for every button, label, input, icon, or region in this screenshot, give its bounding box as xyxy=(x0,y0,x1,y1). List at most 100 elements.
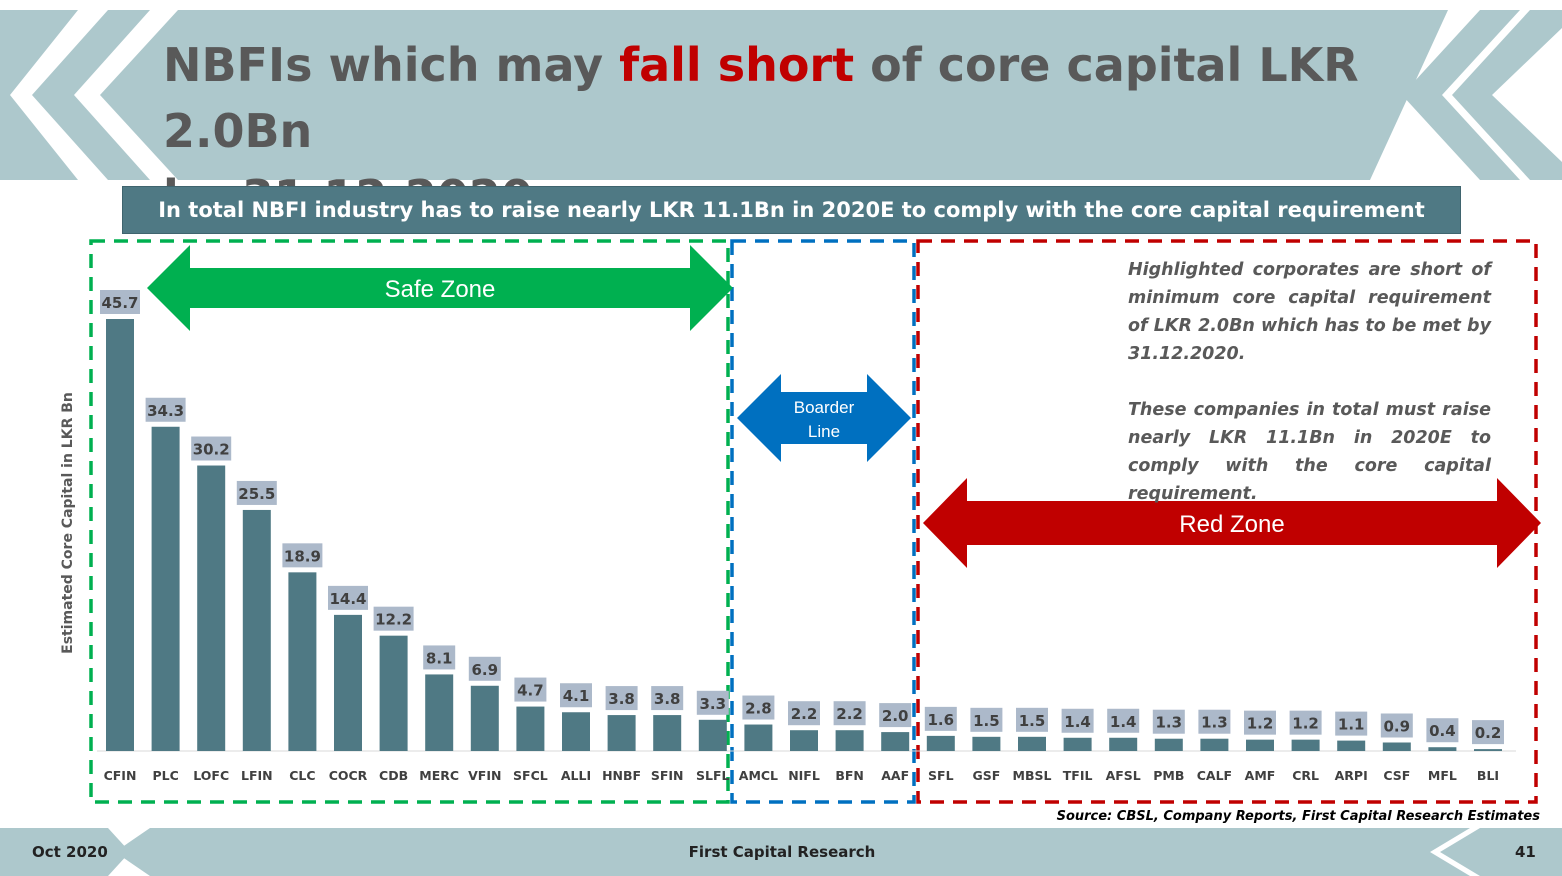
data-label-bg xyxy=(1198,709,1231,734)
category-label: MFL xyxy=(1428,768,1457,783)
data-label-bg xyxy=(696,690,729,715)
category-label: HNBF xyxy=(602,768,641,783)
data-label-bg xyxy=(1335,711,1368,736)
data-label-bg xyxy=(1426,718,1459,743)
bar-gsf xyxy=(972,736,1001,751)
bar-mfl xyxy=(1428,747,1457,751)
border-line-label-2: Line xyxy=(808,422,840,441)
category-label: VFIN xyxy=(468,768,501,783)
data-label: 1.5 xyxy=(1019,712,1046,730)
data-label: 1.1 xyxy=(1338,716,1365,734)
data-label: 3.3 xyxy=(700,695,727,713)
subtitle-banner: In total NBFI industry has to raise near… xyxy=(122,186,1461,234)
category-label: AMF xyxy=(1245,768,1276,783)
footer-band xyxy=(115,828,1470,876)
category-label: CLC xyxy=(289,768,315,783)
footer-center: First Capital Research xyxy=(688,843,876,861)
bar-cocr xyxy=(334,614,362,751)
category-label: MERC xyxy=(419,768,459,783)
data-label: 1.4 xyxy=(1064,713,1091,731)
data-label: 4.7 xyxy=(517,682,544,700)
data-label-bg xyxy=(605,686,638,711)
bar-hnbf xyxy=(607,715,636,751)
safe-zone-arrow xyxy=(147,245,733,331)
category-label: AMCL xyxy=(739,768,778,783)
category-label: SFL xyxy=(928,768,954,783)
data-label-bg xyxy=(236,480,277,505)
data-label: 25.5 xyxy=(238,485,275,503)
data-label-bg xyxy=(879,703,912,728)
bar-bli xyxy=(1474,749,1502,751)
data-label-bg xyxy=(1289,710,1322,735)
bar-merc xyxy=(425,674,454,751)
explanation-note: Highlighted corporates are short of mini… xyxy=(1128,256,1491,536)
data-label-bg xyxy=(423,645,456,670)
data-label: 1.2 xyxy=(1247,715,1274,733)
bar-lofc xyxy=(197,465,226,751)
data-label-bg xyxy=(468,656,501,681)
data-label: 3.8 xyxy=(608,690,635,708)
data-label-bg xyxy=(742,695,775,720)
category-label: TFIL xyxy=(1063,768,1093,783)
category-label: LOFC xyxy=(193,768,229,783)
data-label: 6.9 xyxy=(472,661,499,679)
title-highlight: fall short xyxy=(619,38,855,92)
category-label: PLC xyxy=(152,768,178,783)
category-label: CDB xyxy=(379,768,408,783)
category-label: COCR xyxy=(329,768,368,783)
data-label: 14.4 xyxy=(329,590,366,608)
red-zone-label: Red Zone xyxy=(1179,511,1284,538)
bar-amf xyxy=(1246,739,1274,751)
data-label: 45.7 xyxy=(101,294,138,312)
category-label: ARPI xyxy=(1335,768,1368,783)
left-chevron-mid xyxy=(32,10,150,180)
source-note: Source: CBSL, Company Reports, First Cap… xyxy=(1056,809,1540,824)
bar-sfl xyxy=(926,735,955,751)
left-chevron-outer xyxy=(0,10,78,180)
bar-slfl xyxy=(698,719,727,751)
data-label: 2.2 xyxy=(791,705,818,723)
bar-amcl xyxy=(744,724,773,751)
data-label-bg xyxy=(1152,709,1185,734)
data-label-bg xyxy=(1472,720,1504,745)
data-label: 30.2 xyxy=(193,441,230,459)
data-label: 8.1 xyxy=(426,649,453,667)
bar-cfin xyxy=(106,319,134,751)
footer-page-number: 41 xyxy=(1515,843,1536,861)
category-label: CRL xyxy=(1292,768,1319,783)
title-part2: of core capital LKR 2.0Bn xyxy=(163,38,1359,158)
data-label-bg xyxy=(560,683,592,708)
category-label: CALF xyxy=(1197,768,1232,783)
data-label: 1.2 xyxy=(1292,715,1319,733)
data-label-bg xyxy=(328,585,368,610)
category-label: BLI xyxy=(1477,768,1499,783)
data-label: 0.9 xyxy=(1384,717,1411,735)
data-label-bg xyxy=(833,701,866,726)
y-axis-label: Estimated Core Capital in LKR Bn xyxy=(60,392,76,654)
title-part1: NBFIs which may xyxy=(163,38,620,92)
bar-clc xyxy=(288,572,317,751)
data-label: 2.0 xyxy=(882,707,909,725)
bar-nifl xyxy=(790,730,818,751)
data-label-bg xyxy=(1016,707,1048,732)
category-label: SFCL xyxy=(513,768,548,783)
category-label: ALLI xyxy=(561,768,591,783)
bar-plc xyxy=(151,426,180,751)
bar-mbsl xyxy=(1018,736,1046,751)
data-label-bg xyxy=(282,543,323,568)
data-label-bg xyxy=(145,397,186,422)
bar-sfcl xyxy=(516,706,545,751)
data-label: 1.5 xyxy=(973,712,1000,730)
border-line-arrow xyxy=(737,374,911,462)
data-label: 18.9 xyxy=(284,547,321,565)
data-label-bg xyxy=(100,290,140,314)
bar-vfin xyxy=(470,685,499,751)
bar-cdb xyxy=(379,635,408,751)
data-label-bg xyxy=(373,606,414,631)
header-banner xyxy=(100,10,1448,180)
bar-afsl xyxy=(1109,737,1138,751)
category-label: PMB xyxy=(1153,768,1184,783)
data-label-bg xyxy=(1061,708,1094,733)
data-label-bg xyxy=(788,701,820,726)
right-chevron-3 xyxy=(1452,10,1562,180)
